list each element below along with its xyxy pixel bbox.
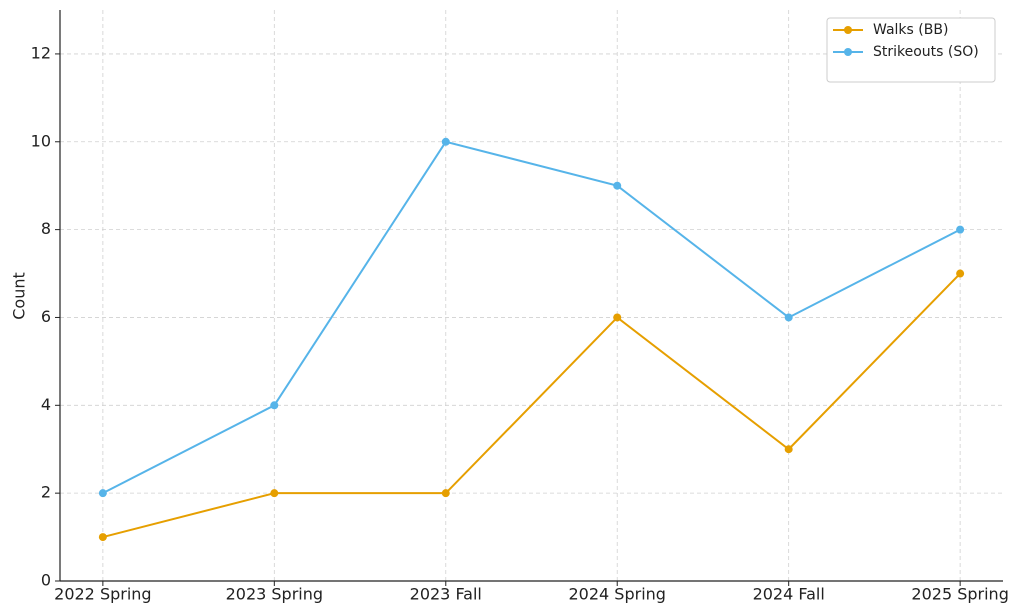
point <box>441 137 450 146</box>
point <box>270 401 279 410</box>
point <box>784 313 793 322</box>
y-axis-label: Count <box>10 272 29 320</box>
legend-marker <box>844 48 852 56</box>
x-tick-label: 2024 Fall <box>753 585 825 604</box>
legend-box <box>826 17 996 83</box>
series-line <box>102 140 961 495</box>
y-tick-label: 6 <box>41 307 51 326</box>
series-line <box>102 272 961 539</box>
legend-label: Walks (BB) <box>873 22 948 38</box>
point <box>98 533 107 542</box>
point <box>784 445 793 454</box>
x-tick-label: 2022 Spring <box>54 585 151 604</box>
point <box>441 489 450 498</box>
point <box>613 181 622 190</box>
point <box>270 489 279 498</box>
y-tick-label: 4 <box>41 395 51 414</box>
y-tick-label: 12 <box>31 43 51 62</box>
y-tick-label: 10 <box>31 131 51 150</box>
point <box>98 489 107 498</box>
x-tick-label: 2025 Spring <box>911 585 1008 604</box>
y-tick-label: 2 <box>41 483 51 502</box>
y-tick-label: 8 <box>41 219 51 238</box>
point <box>956 225 965 234</box>
point <box>613 313 622 322</box>
legend-marker <box>844 26 852 34</box>
legend-label: Strikeouts (SO) <box>873 44 979 60</box>
x-tick-label: 2024 Spring <box>569 585 666 604</box>
y-tick-label: 0 <box>41 571 51 590</box>
x-tick-label: 2023 Spring <box>226 585 323 604</box>
point <box>956 269 965 278</box>
x-tick-label: 2023 Fall <box>410 585 482 604</box>
